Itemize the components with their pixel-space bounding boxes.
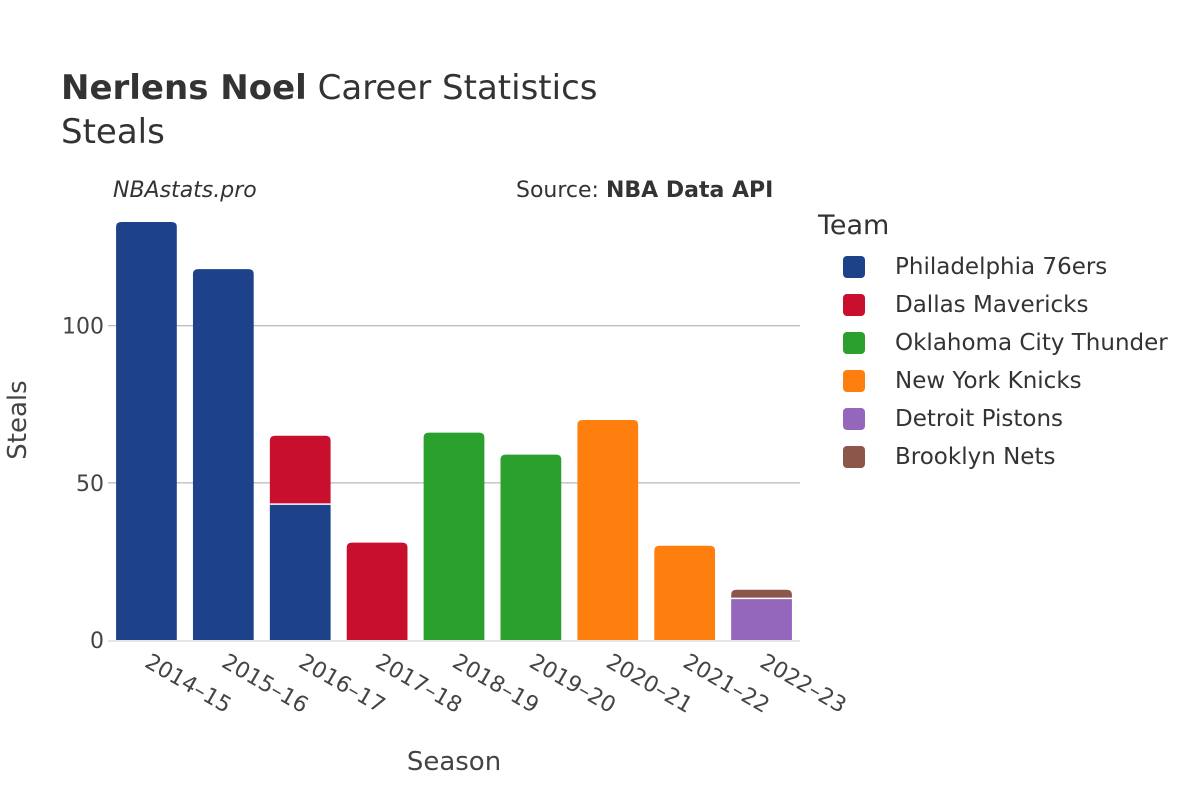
legend-item[interactable]: Philadelphia 76ers <box>818 248 1168 286</box>
watermark: NBAstats.pro <box>113 178 257 203</box>
bar <box>116 222 177 640</box>
x-tick-label: 2022–23 <box>756 650 851 719</box>
x-tick-label: 2020–21 <box>602 650 697 719</box>
source-name: NBA Data API <box>605 178 774 203</box>
bar <box>577 420 639 640</box>
bar <box>423 432 485 640</box>
legend-label: Philadelphia 76ers <box>895 254 1108 280</box>
x-tick-label: 2018–19 <box>448 650 543 719</box>
legend-swatch <box>843 294 865 316</box>
chart-subtitle: Steals <box>61 112 165 152</box>
x-axis-title: Season <box>407 747 501 777</box>
y-tick-label: 0 <box>90 629 104 654</box>
legend-item[interactable]: Dallas Mavericks <box>818 286 1168 324</box>
x-tick-label: 2017–18 <box>371 650 466 719</box>
bar <box>346 542 408 640</box>
x-tick-label: 2015–16 <box>217 650 312 719</box>
legend-swatch <box>843 408 865 430</box>
legend-label: New York Knicks <box>895 368 1082 394</box>
bar <box>269 504 331 640</box>
bar <box>731 599 792 640</box>
legend-swatch <box>843 256 865 278</box>
legend-label: Detroit Pistons <box>895 406 1064 432</box>
bar <box>731 589 792 598</box>
legend-item[interactable]: Oklahoma City Thunder <box>818 324 1168 362</box>
y-tick-label: 100 <box>62 315 104 340</box>
title-rest: Career Statistics <box>317 68 598 108</box>
bar <box>654 545 716 640</box>
bar <box>500 454 562 640</box>
legend-item[interactable]: New York Knicks <box>818 362 1168 400</box>
legend-swatch <box>843 446 865 468</box>
legend-item[interactable]: Brooklyn Nets <box>818 438 1168 476</box>
legend-label: Brooklyn Nets <box>895 444 1056 470</box>
chart-title: Nerlens Noel Career Statistics <box>61 68 597 108</box>
legend-swatch <box>843 332 865 354</box>
bars <box>116 222 792 640</box>
x-tick-label: 2014–15 <box>140 650 235 719</box>
y-tick-label: 50 <box>76 472 104 497</box>
legend-swatch <box>843 370 865 392</box>
y-axis-title: Steals <box>3 380 33 459</box>
source-prefix: Source: <box>516 178 599 203</box>
legend-label: Dallas Mavericks <box>895 292 1089 318</box>
x-tick-label: 2016–17 <box>294 650 389 719</box>
source-credit: Source: NBA Data API <box>516 178 773 203</box>
bar <box>192 269 254 640</box>
legend-item[interactable]: Detroit Pistons <box>818 400 1168 438</box>
x-tick-label: 2019–20 <box>525 650 620 719</box>
player-name: Nerlens Noel <box>61 68 307 108</box>
bar <box>269 435 331 504</box>
x-tick-label: 2021–22 <box>679 650 774 719</box>
legend-items: Philadelphia 76ers Dallas Mavericks Oklaho… <box>818 248 1168 476</box>
legend: Team Philadelphia 76ers Dallas Mavericks O… <box>818 208 1168 476</box>
legend-title: Team <box>818 210 890 241</box>
legend-label: Oklahoma City Thunder <box>895 330 1168 356</box>
